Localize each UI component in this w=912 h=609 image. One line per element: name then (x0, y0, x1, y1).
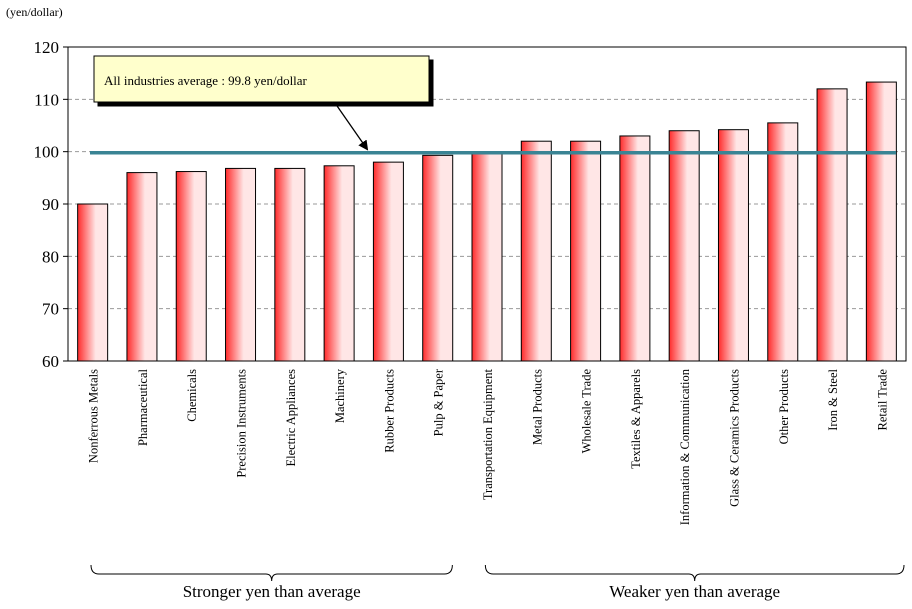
bar (422, 154, 454, 362)
y-tick-label: 100 (34, 143, 60, 162)
y-tick-label: 110 (34, 90, 59, 109)
x-tick-label: Chemicals (185, 369, 199, 422)
axes (63, 46, 907, 362)
x-tick-label: Rubber Products (382, 369, 396, 453)
bar (126, 172, 158, 362)
x-tick-label: Nonferrous Metals (87, 369, 101, 463)
y-tick-labels: 60 70 80 90 100 110 120 (34, 38, 60, 371)
x-tick-label: Machinery (333, 368, 347, 423)
group-braces: Stronger yen than average Weaker yen than… (90, 564, 905, 601)
group-label: Stronger yen than average (183, 582, 361, 601)
plot-frame (67, 46, 907, 362)
x-tick-label: Retail Trade (875, 369, 889, 431)
bars (77, 81, 897, 362)
bar (668, 130, 700, 362)
callout-text: All industries average : 99.8 yen/dollar (104, 73, 308, 88)
x-tick-label: Pharmaceutical (136, 368, 150, 446)
x-tick-labels: Nonferrous Metals Pharmaceutical Chemicals… (87, 368, 890, 525)
group-brace (90, 564, 453, 582)
y-tick-label: 80 (42, 247, 59, 266)
y-tick-label: 70 (42, 300, 59, 319)
x-tick-label: Textiles & Apparels (629, 369, 643, 469)
x-tick-label: Precision Instruments (235, 369, 249, 478)
x-tick-label: Transportation Equipment (481, 368, 495, 500)
y-tick-label: 60 (42, 352, 59, 371)
y-axis-unit-label: (yen/dollar) (6, 5, 63, 19)
bar (717, 129, 749, 362)
x-tick-label: Electric Appliances (284, 369, 298, 467)
group-label: Weaker yen than average (609, 582, 780, 601)
bar (323, 165, 355, 362)
x-tick-label: Information & Communication (678, 368, 692, 525)
x-tick-label: Iron & Steel (826, 368, 840, 430)
bar (619, 135, 651, 362)
y-tick-label: 90 (42, 195, 59, 214)
bar (274, 167, 306, 362)
bar (225, 167, 257, 362)
callout-arrow (334, 102, 369, 151)
x-tick-label: Glass & Ceramics Products (727, 369, 741, 507)
average-callout: All industries average : 99.8 yen/dollar (93, 55, 430, 151)
group-brace (484, 564, 905, 582)
x-tick-label: Pulp & Paper (432, 368, 446, 436)
bar (570, 140, 602, 362)
y-tick-label: 120 (34, 38, 60, 57)
bar (77, 203, 109, 362)
x-tick-label: Metal Products (530, 369, 544, 445)
x-tick-label: Wholesale Trade (580, 369, 594, 454)
bar (520, 140, 552, 362)
bar (865, 81, 897, 362)
bar (816, 88, 848, 362)
bar (767, 122, 799, 362)
bar (372, 161, 404, 362)
bar (471, 152, 503, 362)
x-tick-label: Other Products (777, 369, 791, 444)
callout-box (93, 55, 430, 103)
bar (175, 171, 207, 362)
